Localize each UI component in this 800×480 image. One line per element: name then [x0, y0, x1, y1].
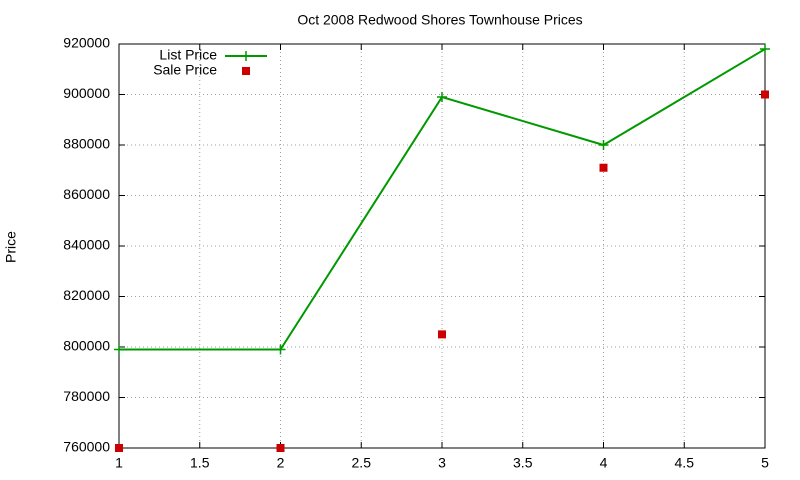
y-tick-label: 760000	[63, 439, 110, 455]
legend-label: Sale Price	[153, 62, 217, 78]
x-tick-label: 1	[115, 455, 123, 471]
y-tick-label: 800000	[63, 338, 110, 354]
x-tick-label: 5	[761, 455, 769, 471]
point-marker	[598, 140, 609, 150]
point-marker	[438, 330, 446, 339]
legend-swatch	[242, 67, 250, 75]
x-tick-label: 4	[600, 455, 608, 471]
point-marker	[115, 444, 123, 452]
y-axis-label: Price	[3, 231, 19, 263]
point-marker	[437, 92, 447, 103]
y-tick-label: 840000	[63, 237, 110, 253]
y-tick-label: 920000	[63, 35, 110, 51]
x-tick-label: 3.5	[513, 455, 533, 471]
chart-title: Oct 2008 Redwood Shores Townhouse Prices	[297, 12, 582, 28]
point-marker	[760, 44, 770, 55]
point-marker	[761, 90, 769, 99]
y-tick-label: 780000	[63, 388, 110, 404]
point-marker	[275, 344, 286, 355]
point-marker	[599, 163, 608, 172]
y-tick-label: 860000	[63, 186, 110, 202]
x-tick-label: 1.5	[190, 455, 210, 471]
x-tick-label: 4.5	[675, 455, 695, 471]
point-marker	[276, 444, 285, 452]
point-marker	[114, 344, 124, 355]
legend-swatch	[241, 51, 251, 61]
x-tick-label: 2	[277, 455, 285, 471]
plot-border	[118, 43, 766, 449]
y-tick-label: 820000	[63, 287, 110, 303]
y-tick-label: 880000	[63, 136, 110, 152]
y-tick-label: 900000	[63, 85, 110, 101]
legend-label: List Price	[159, 47, 217, 63]
x-tick-label: 2.5	[352, 455, 372, 471]
x-tick-label: 3	[438, 455, 446, 471]
